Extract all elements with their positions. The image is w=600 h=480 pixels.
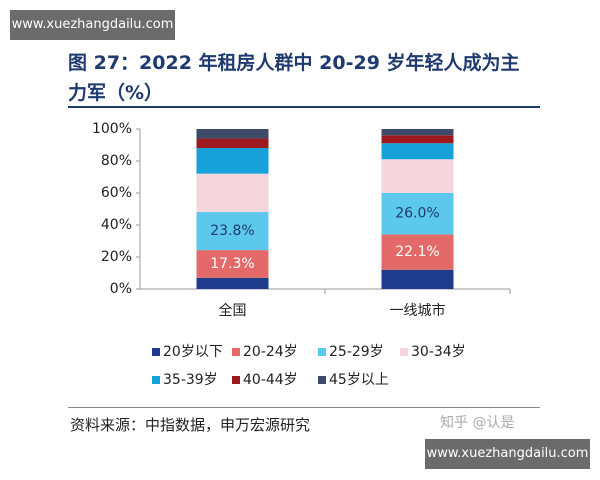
chart-title: 图 27：2022 年租房人群中 20-29 岁年轻人成为主力军（%） [68, 52, 520, 104]
legend-swatch [232, 376, 240, 384]
zhihu-watermark: 知乎 @认是 [440, 415, 515, 431]
bar-segment [196, 129, 269, 139]
bar-segment [381, 192, 454, 235]
legend-swatch [152, 376, 160, 384]
bar-segment [381, 159, 454, 193]
watermark: www.xuezhangdailu.com [10, 10, 175, 40]
bar-segment [196, 173, 269, 213]
bar-segment [381, 129, 454, 136]
legend-label: 25-29岁 [329, 344, 384, 360]
data-label: 22.1% [395, 244, 439, 260]
y-tick-label: 40% [101, 217, 132, 233]
y-tick-label: 60% [101, 185, 132, 201]
legend-swatch [400, 348, 408, 356]
source-rule [68, 407, 540, 408]
legend-swatch [318, 376, 326, 384]
x-tick-label: 全国 [219, 302, 247, 319]
legend-label: 45岁以上 [329, 372, 389, 388]
data-label: 17.3% [210, 256, 254, 272]
bar-segment [196, 148, 269, 174]
legend-swatch [232, 348, 240, 356]
legend-label: 40-44岁 [243, 372, 298, 388]
bar-segment [381, 143, 454, 160]
y-tick-label: 80% [101, 153, 132, 169]
title-rule [68, 106, 540, 108]
bar-segment [381, 135, 454, 144]
bar-segment [196, 250, 269, 278]
bar-segment [196, 212, 269, 251]
data-label: 23.8% [210, 223, 254, 239]
bar-segment [381, 234, 454, 270]
data-label: 26.0% [395, 206, 439, 222]
legend-label: 20-24岁 [243, 344, 298, 360]
y-tick-label: 20% [101, 249, 132, 265]
bar-segment [196, 138, 269, 149]
y-tick-label: 100% [92, 121, 132, 137]
x-tick-label: 一线城市 [390, 302, 446, 319]
y-tick-label: 0% [110, 281, 132, 297]
source: 资料来源：中指数据，申万宏源研究 [70, 416, 311, 434]
watermark: www.xuezhangdailu.com [425, 439, 590, 469]
legend-label: 35-39岁 [163, 372, 218, 388]
legend-label: 30-34岁 [411, 344, 466, 360]
legend-swatch [318, 348, 326, 356]
bar-segment [196, 277, 269, 289]
legend-swatch [152, 348, 160, 356]
legend-label: 20岁以下 [163, 344, 223, 360]
bar-segment [381, 269, 454, 289]
